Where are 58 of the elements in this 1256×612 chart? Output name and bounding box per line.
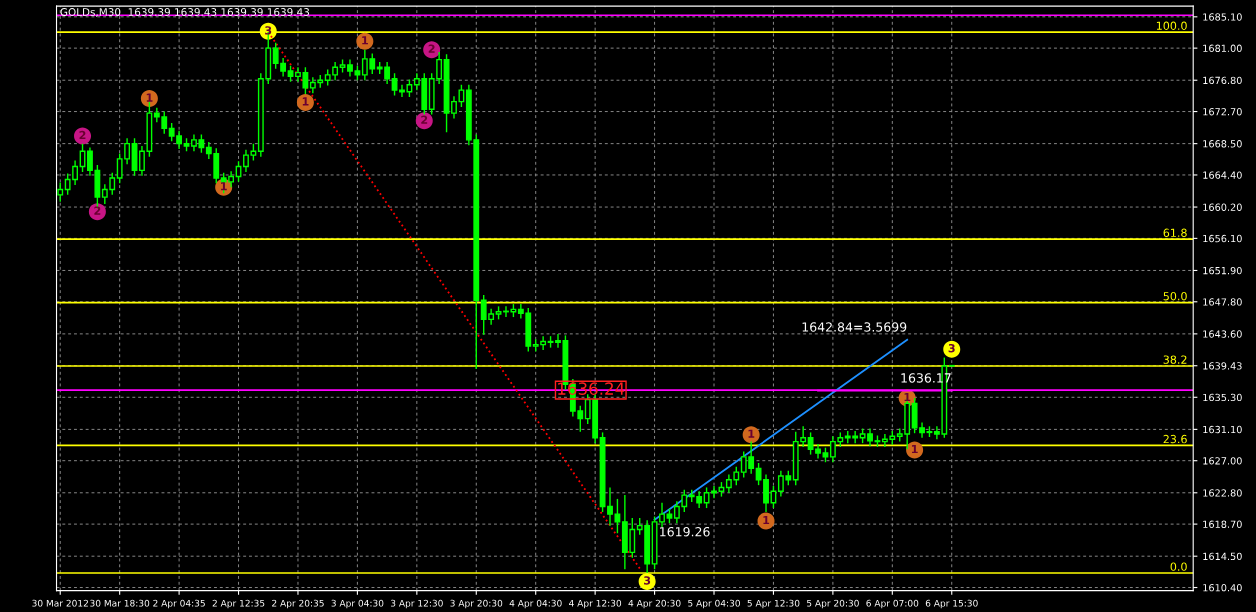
y-tick-label: 1610.40 — [1203, 584, 1242, 592]
x-tick-label: 4 Apr 04:30 — [509, 599, 562, 609]
annotation: 100.0 — [1156, 21, 1187, 30]
x-tick-label: 2 Apr 20:35 — [272, 599, 324, 609]
y-tick-label: 1635.30 — [1203, 393, 1242, 402]
x-tick-label: 30 Mar 2012 — [32, 599, 88, 607]
y-tick-label: 1676.80 — [1203, 76, 1242, 85]
text: 2 — [94, 206, 101, 215]
y-tick-label: 1618.70 — [1203, 520, 1242, 528]
data-label: 1619.26 — [660, 527, 710, 537]
y-tick-label: 1627.00 — [1203, 457, 1242, 465]
annotation: 50.0 — [1163, 291, 1187, 301]
y-tick-label: 1651.90 — [1203, 266, 1242, 275]
x-tick-label: 2 Apr 12:35 — [212, 599, 265, 609]
x-tick-label: 4 Apr 20:30 — [628, 599, 681, 609]
y-tick-label: 1631.10 — [1203, 425, 1242, 434]
annotation: 38.2 — [1163, 355, 1187, 364]
x-tick-label: 2 Apr 04:35 — [153, 599, 205, 609]
x-tick-label: 3 Apr 12:30 — [390, 599, 443, 609]
series-label: 2 — [428, 44, 435, 53]
y-tick-label: 1660.20 — [1203, 203, 1242, 211]
y-tick-label: 1664.40 — [1203, 171, 1242, 179]
y-tick-label: 1672.70 — [1203, 108, 1242, 116]
data-label: 1642.84=3.5699 — [802, 322, 907, 332]
text: 1 — [302, 97, 309, 106]
text: 1 — [362, 36, 368, 45]
y-tick-label: 1643.60 — [1203, 330, 1242, 338]
text: 3 — [948, 343, 955, 353]
annotation: 23.6 — [1163, 434, 1187, 444]
y-tick-label: 1668.50 — [1203, 140, 1242, 148]
y-tick-label: 1622.80 — [1203, 489, 1242, 497]
x-tick-label: 6 Apr 15:30 — [925, 599, 978, 609]
text: 2 — [79, 130, 86, 140]
x-tick-label: 4 Apr 12:30 — [569, 599, 622, 609]
annotation: 61.8 — [1163, 228, 1187, 237]
x-tick-label: 5 Apr 20:30 — [807, 599, 859, 609]
x-tick-label: 3 Apr 20:30 — [450, 599, 503, 609]
text: 1 — [763, 516, 770, 525]
chart-title: GOLDs,M30 1639.39 1639.43 1639.39 1639.43 — [60, 8, 310, 17]
x-tick-label: 5 Apr 04:30 — [688, 599, 740, 609]
text: 2 — [421, 115, 428, 124]
x-tick-label: 3 Apr 04:30 — [331, 599, 384, 609]
x-tick-label: 6 Apr 07:00 — [866, 599, 919, 609]
text: 3 — [644, 576, 651, 585]
y-tick-label: 1685.10 — [1203, 13, 1242, 21]
text: 1 — [748, 429, 755, 438]
series-label: 3 — [265, 26, 272, 35]
text: 1 — [146, 93, 153, 102]
text: 1 — [904, 393, 911, 402]
y-tick-label: 1681.00 — [1203, 44, 1242, 52]
annotation: 0.0 — [1170, 562, 1187, 571]
y-tick-label: 1656.10 — [1203, 234, 1242, 243]
x-tick-label: 30 Mar 18:30 — [90, 599, 150, 607]
y-tick-label: 1614.50 — [1203, 552, 1242, 561]
y-tick-label: 1647.80 — [1203, 298, 1242, 306]
x-tick-label: 5 Apr 12:30 — [747, 599, 800, 609]
text: 1 — [911, 444, 918, 454]
y-tick-label: 1639.43 — [1203, 362, 1242, 370]
